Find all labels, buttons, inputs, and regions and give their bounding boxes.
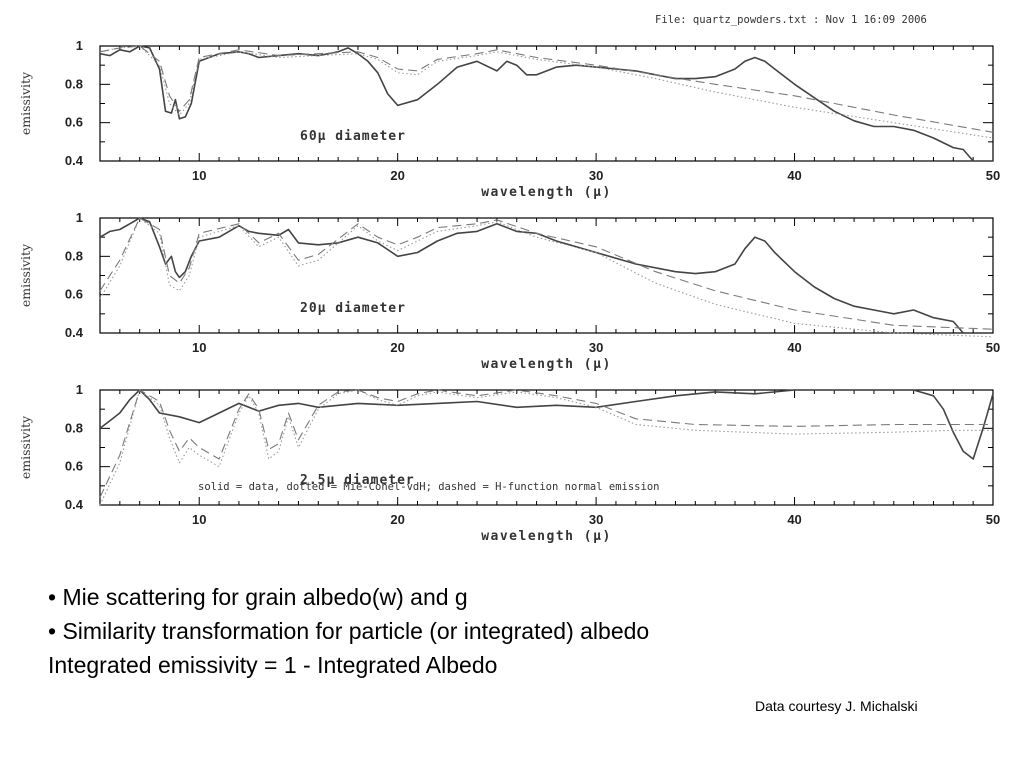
x-tick-label: 10: [192, 512, 206, 527]
y-axis-label: emissivity: [18, 71, 33, 135]
series-line-dashed: [99, 217, 994, 330]
x-tick-label: 20: [390, 168, 404, 183]
y-tick-label: 0.4: [65, 497, 84, 512]
chart-panel-3: 10 20 30 40 50 0.4 0.6 0.8 1 wavelength (μ) emissi…: [18, 382, 1000, 544]
y-tick-label: 0.4: [65, 153, 84, 168]
notes-block: • Mie scattering for grain albedo(w) and…: [48, 580, 649, 682]
x-tick-label: 30: [589, 168, 603, 183]
emissivity-equation: Integrated emissivity = 1 - Integrated A…: [48, 652, 498, 678]
x-axis-label: wavelength (μ): [481, 529, 612, 544]
file-header-label: File: quartz_powders.txt : Nov 1 16:09 2…: [655, 14, 927, 26]
y-axis-label: emissivity: [18, 243, 33, 307]
legend-note: solid = data, dotted = Mie-Conel-vdH; da…: [198, 481, 659, 493]
y-tick-label: 1: [76, 38, 83, 53]
x-axis-label: wavelength (μ): [481, 185, 612, 200]
x-tick-label: 50: [986, 168, 1000, 183]
y-tick-label: 1: [76, 382, 83, 397]
chart-panels: 10 20 30 40 50 0.4 0.6 0.8 1 wavelength (μ) emissi…: [18, 38, 1000, 544]
x-tick-label: 10: [192, 168, 206, 183]
x-axis-label: wavelength (μ): [481, 357, 612, 372]
diameter-annotation: 60μ diameter: [300, 129, 406, 144]
series-line-dashed: [99, 389, 993, 498]
chart-panel-1: 10 20 30 40 50 0.4 0.6 0.8 1 wavelength (μ) emissi…: [18, 38, 1000, 200]
y-tick-label: 0.8: [65, 248, 83, 263]
y-tick-label: 0.6: [65, 287, 83, 302]
plot-frame: [99, 217, 994, 334]
y-tick-label: 0.8: [65, 76, 83, 91]
series-line-solid: [99, 45, 993, 162]
plot-frame: [99, 45, 994, 162]
y-tick-label: 0.8: [65, 420, 83, 435]
x-tick-label: 40: [787, 168, 801, 183]
x-tick-label: 50: [986, 512, 1000, 527]
x-tick-label: 40: [787, 512, 801, 527]
y-tick-label: 0.6: [65, 459, 83, 474]
series-line-solid: [99, 217, 964, 334]
x-tick-label: 30: [589, 512, 603, 527]
x-tick-label: 50: [986, 340, 1000, 355]
x-tick-label: 10: [192, 340, 206, 355]
data-credit: Data courtesy J. Michalski: [755, 698, 918, 714]
diameter-annotation: 20μ diameter: [300, 301, 406, 316]
series-line-solid: [99, 389, 994, 460]
series-line-dotted: [99, 217, 994, 338]
bullet-similarity-transformation: • Similarity transformation for particle…: [48, 618, 650, 644]
diameter-annotation: 2.5μ diameter: [300, 473, 415, 488]
bullet-mie-scattering: • Mie scattering for grain albedo(w) and…: [48, 584, 468, 610]
x-tick-label: 20: [390, 512, 404, 527]
series-line-dotted: [99, 45, 994, 139]
x-tick-label: 30: [589, 340, 603, 355]
chart-panel-2: 10 20 30 40 50 0.4 0.6 0.8 1 wavelength (μ) emissi…: [18, 210, 1000, 372]
y-tick-label: 1: [76, 210, 83, 225]
x-tick-label: 20: [390, 340, 404, 355]
x-tick-label: 40: [787, 340, 801, 355]
y-axis-label: emissivity: [18, 415, 33, 479]
y-tick-label: 0.4: [65, 325, 84, 340]
series-line-dashed: [99, 45, 994, 133]
emissivity-figure: File: quartz_powders.txt : Nov 1 16:09 2…: [18, 14, 1000, 544]
y-tick-label: 0.6: [65, 115, 83, 130]
